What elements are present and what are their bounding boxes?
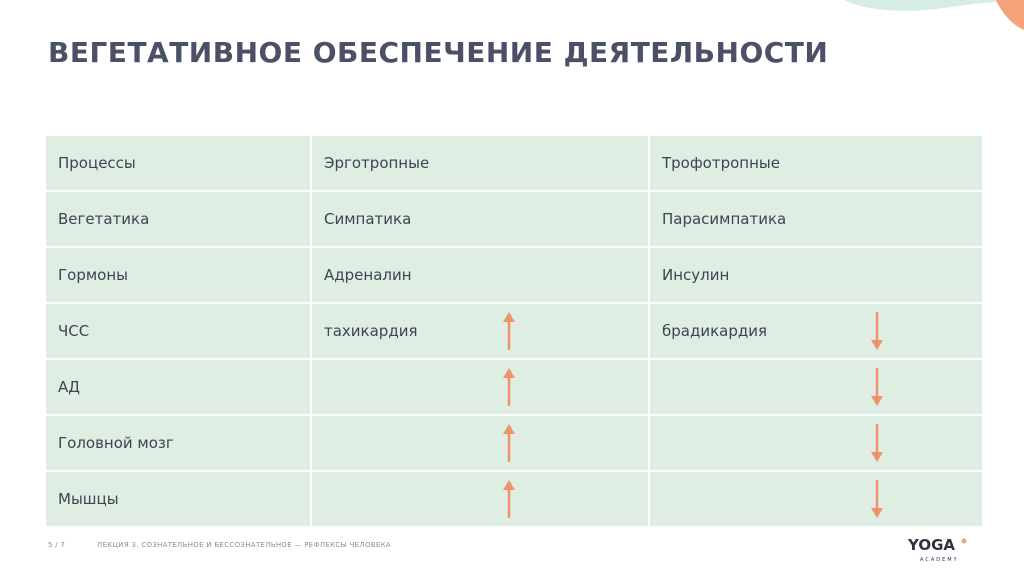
arrow-up-icon [503,312,515,350]
slide-title: ВЕГЕТАТИВНОЕ ОБЕСПЕЧЕНИЕ ДЕЯТЕЛЬНОСТИ [48,36,829,69]
table-trophotropic-cell: Инсулин [650,248,982,302]
table-ergotropic-cell [312,416,648,470]
table-label-cell: ЧСС [46,304,310,358]
arrow-down-icon [871,312,883,350]
table-ergotropic-cell: тахикардия [312,304,648,358]
table-ergotropic-cell [312,472,648,526]
table-trophotropic-cell [650,360,982,414]
cell-text: Инсулин [662,266,730,284]
cell-text: Мышцы [58,490,119,508]
table-trophotropic-cell: брадикардия [650,304,982,358]
table-ergotropic-cell [312,360,648,414]
table-trophotropic-cell [650,472,982,526]
page-number: 5 / 7 [48,541,66,549]
table-trophotropic-cell: Парасимпатика [650,192,982,246]
table-label-cell: Мышцы [46,472,310,526]
lecture-caption: ЛЕКЦИЯ 3. СОЗНАТЕЛЬНОЕ И БЕССОЗНАТЕЛЬНОЕ… [97,541,391,549]
yoga-academy-logo: YOGA ACADEMY [907,536,967,563]
arrow-down-icon [871,480,883,518]
cell-text: Симпатика [324,210,412,228]
table-ergotropic-cell: Адреналин [312,248,648,302]
cell-text: Гормоны [58,266,128,284]
cell-text: Трофотропные [662,154,780,172]
cell-text: Адреналин [324,266,412,284]
table-label-cell: Процессы [46,136,310,190]
cell-text: Вегетатика [58,210,150,228]
cell-text: тахикардия [324,322,418,340]
cell-text: Парасимпатика [662,210,787,228]
cell-text: АД [58,378,80,396]
arrow-up-icon [503,480,515,518]
table-label-cell: Головной мозг [46,416,310,470]
cell-text: Головной мозг [58,434,174,452]
cell-text: Эрготропные [324,154,430,172]
svg-text:ACADEMY: ACADEMY [920,557,959,563]
cell-text: ЧСС [58,322,90,340]
table-ergotropic-cell: Симпатика [312,192,648,246]
arrow-down-icon [871,424,883,462]
cell-text: Процессы [58,154,136,172]
comparison-table: Процессы Эрготропные Трофотропные Вегетатик… [46,136,982,526]
arrow-up-icon [503,368,515,406]
cell-text: брадикардия [662,322,767,340]
table-label-cell: Вегетатика [46,192,310,246]
table-trophotropic-cell [650,416,982,470]
table-label-cell: АД [46,360,310,414]
table-ergotropic-cell: Эрготропные [312,136,648,190]
table-label-cell: Гормоны [46,248,310,302]
arrow-up-icon [503,424,515,462]
decorative-blob [844,0,1024,30]
table-trophotropic-cell: Трофотропные [650,136,982,190]
svg-text:YOGA: YOGA [907,536,955,554]
arrow-down-icon [871,368,883,406]
